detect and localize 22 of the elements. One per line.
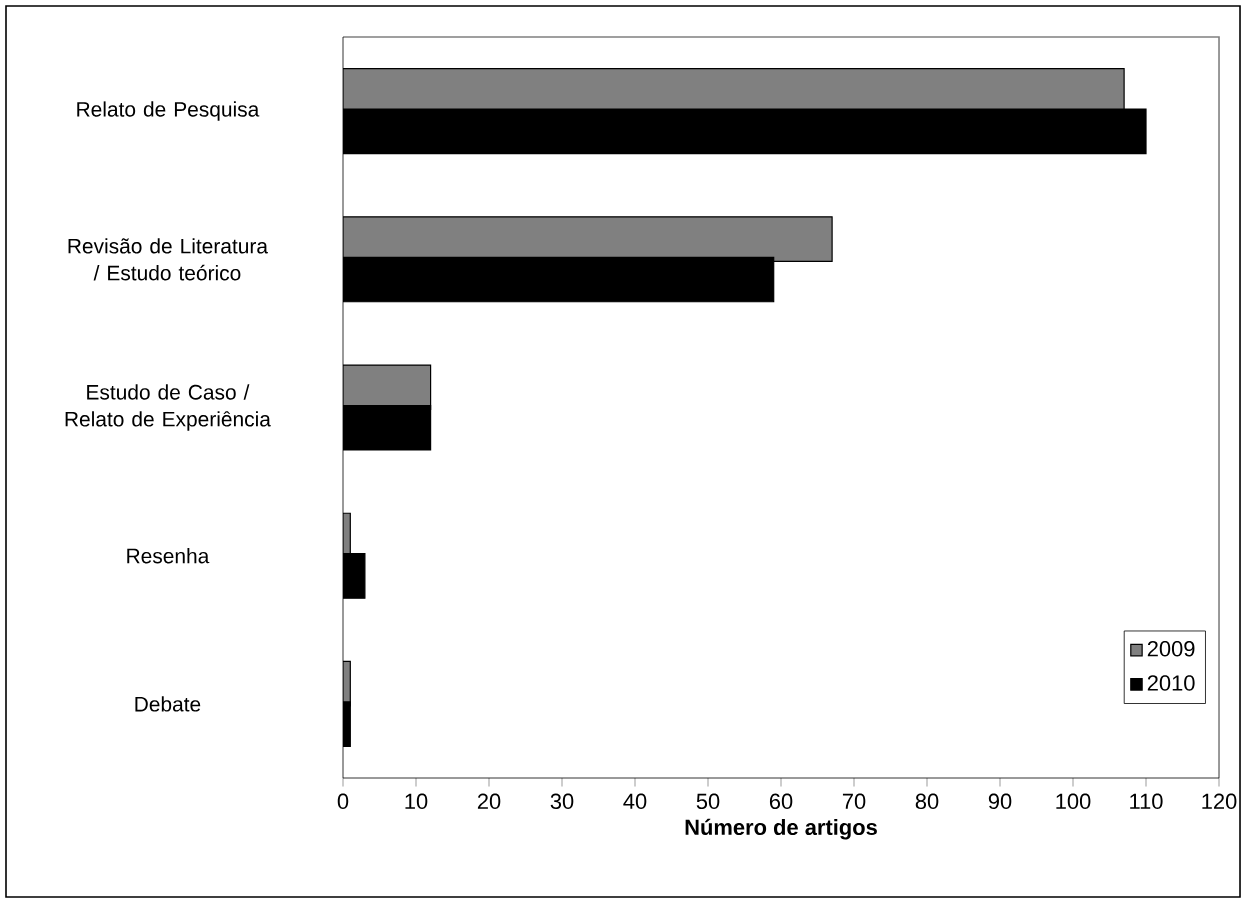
x-tick-label: 80 [915, 793, 939, 810]
x-tick-label: 10 [405, 793, 428, 810]
x-tick-label: 50 [696, 793, 720, 810]
x-tick-label: 110 [1130, 793, 1163, 810]
x-tick-label: 60 [769, 793, 793, 810]
x-axis-title: Número de artigos [685, 818, 877, 840]
y-tick-label: Relato de Pesquisa [77, 101, 260, 121]
y-tick-label: Estudo de Caso / Relato de Experiência [65, 384, 271, 431]
x-tick-label: 100 [1056, 793, 1091, 810]
x-tick-label: 40 [623, 793, 647, 810]
x-tick-label: 120 [1202, 793, 1237, 810]
y-tick-label: Revisão de Literatura / Estudo teórico [68, 238, 268, 281]
x-tick-label: 90 [988, 793, 1012, 810]
x-tick-label: 20 [477, 793, 501, 810]
y-tick-label: Debate [135, 696, 201, 712]
x-tick-label: 70 [842, 793, 866, 810]
bar [343, 216, 833, 262]
x-tick-label: 30 [550, 793, 574, 810]
y-tick-label: Resenha [127, 548, 210, 564]
legend-label: 2009 [1147, 640, 1195, 657]
legend-label: 2010 [1147, 675, 1195, 691]
x-tick-label: 0 [337, 793, 349, 810]
